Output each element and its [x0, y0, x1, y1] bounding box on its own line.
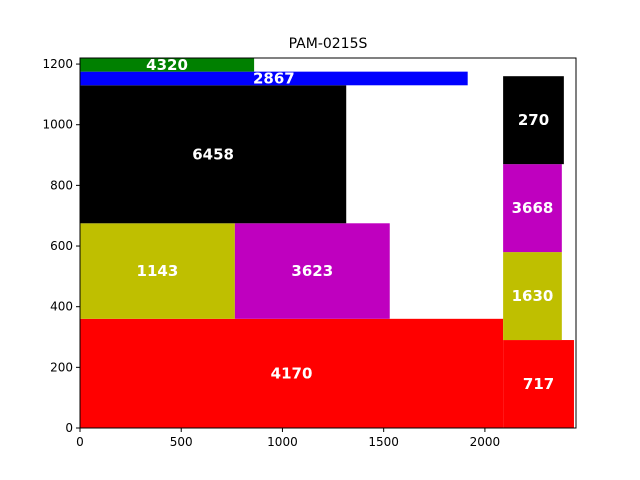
- y-tick-label: 400: [50, 300, 73, 314]
- x-tick-label: 2000: [470, 435, 501, 449]
- y-tick-label: 1200: [42, 57, 73, 71]
- box-270: [503, 76, 564, 165]
- box-1630: [503, 252, 562, 341]
- x-tick-label: 1000: [267, 435, 298, 449]
- y-tick-label: 600: [50, 239, 73, 253]
- box-717: [503, 340, 574, 428]
- box-label-6458: 6458: [192, 145, 234, 163]
- box-label-3668: 3668: [512, 199, 554, 217]
- x-tick-label: 0: [76, 435, 84, 449]
- box-label-4320: 4320: [146, 56, 188, 74]
- box-label-1630: 1630: [512, 287, 554, 305]
- box-label-4170: 4170: [271, 364, 313, 382]
- box-label-1143: 1143: [137, 262, 179, 280]
- box-3623: [234, 223, 390, 319]
- box-4320: [80, 58, 255, 72]
- plot-frame: [79, 57, 577, 429]
- x-tick-label: 500: [170, 435, 193, 449]
- chart-title: PAM-0215S: [289, 36, 368, 52]
- box-label-2867: 2867: [253, 69, 295, 87]
- y-tick-label: 1000: [42, 118, 73, 132]
- box-4170: [80, 318, 504, 428]
- box-2867: [80, 71, 468, 86]
- box-label-270: 270: [518, 111, 549, 129]
- box-label-3623: 3623: [291, 262, 333, 280]
- box-label-717: 717: [523, 375, 554, 393]
- x-tick-label: 1500: [368, 435, 399, 449]
- box-6458: [80, 85, 347, 224]
- labels-layer: 4170 717 1143 3623 1630 3668 270 6458 2867 4320: [137, 56, 555, 393]
- axes-layer: 0 500 1000 1500 2000 0 200 400 600 800 1000 1200: [42, 57, 577, 449]
- y-tick-label: 800: [50, 178, 73, 192]
- boxes-layer: [80, 58, 574, 428]
- box-1143: [80, 223, 235, 319]
- y-tick-label: 0: [65, 421, 73, 435]
- y-tick-label: 200: [50, 360, 73, 374]
- box-3668: [503, 164, 562, 253]
